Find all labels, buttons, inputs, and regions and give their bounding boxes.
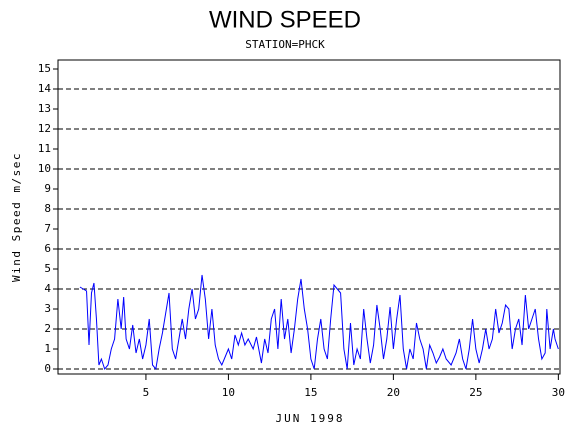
x-tick-label: 20: [387, 386, 400, 399]
x-tick-label: 15: [304, 386, 317, 399]
y-tick-label: 6: [44, 242, 51, 255]
y-tick-label: 9: [44, 182, 51, 195]
y-tick-label: 14: [38, 82, 52, 95]
y-tick-label: 4: [44, 282, 51, 295]
plot-frame: [57, 59, 561, 375]
x-axis-label: JUN 1998: [276, 412, 345, 425]
data-line: [79, 274, 559, 371]
y-tick-label: 12: [38, 122, 51, 135]
y-tick-label: 13: [38, 102, 51, 115]
y-tick-label: 10: [38, 162, 51, 175]
y-tick-label: 11: [38, 142, 51, 155]
chart-title: WIND SPEED: [209, 6, 361, 33]
x-tick-label: 25: [469, 386, 482, 399]
y-tick-label: 2: [44, 322, 51, 335]
y-tick-label: 15: [38, 62, 51, 75]
x-tick-label: 5: [143, 386, 150, 399]
y-tick-label: 7: [44, 222, 51, 235]
y-tick-label: 0: [44, 362, 51, 375]
x-tick-label: 30: [552, 386, 565, 399]
y-tick-label: 8: [44, 202, 51, 215]
y-axis-label: Wind Speed m/sec: [10, 152, 23, 282]
y-tick-label: 5: [44, 262, 51, 275]
y-tick-label: 3: [44, 302, 51, 315]
x-tick-label: 10: [222, 386, 235, 399]
chart-subtitle: STATION=PHCK: [245, 38, 325, 51]
y-tick-label: 1: [44, 342, 51, 355]
